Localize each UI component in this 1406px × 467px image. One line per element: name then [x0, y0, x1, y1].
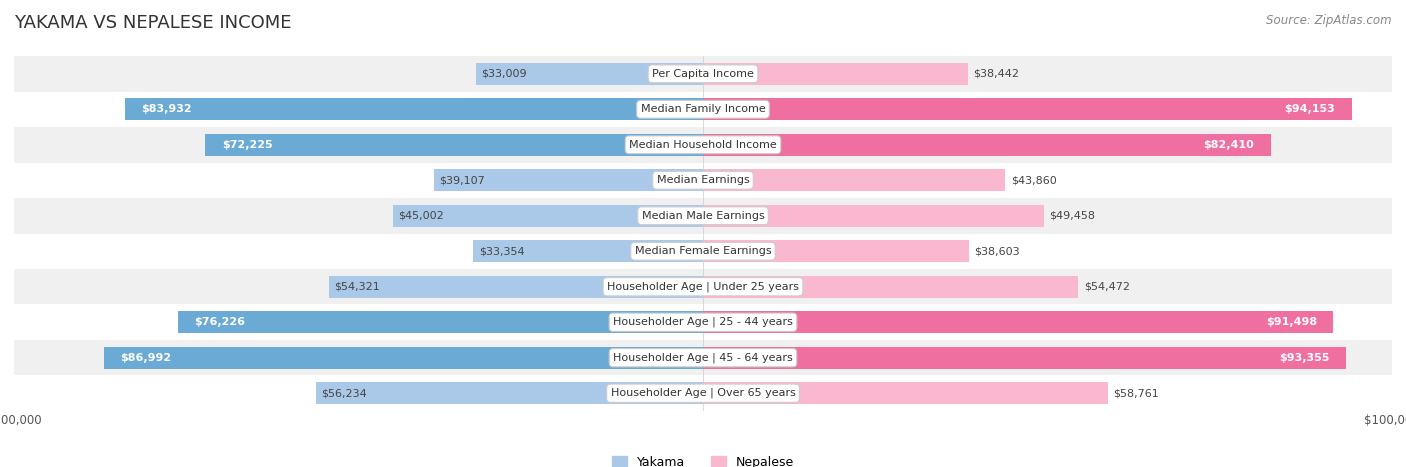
Text: Householder Age | 25 - 44 years: Householder Age | 25 - 44 years — [613, 317, 793, 327]
Text: $76,226: $76,226 — [194, 317, 246, 327]
Bar — [177, 311, 703, 333]
Bar — [14, 92, 1392, 127]
Text: Median Household Income: Median Household Income — [628, 140, 778, 150]
Text: Householder Age | Over 65 years: Householder Age | Over 65 years — [610, 388, 796, 398]
Text: $43,860: $43,860 — [1011, 175, 1056, 185]
Text: Source: ZipAtlas.com: Source: ZipAtlas.com — [1267, 14, 1392, 27]
Bar — [14, 234, 1392, 269]
Bar — [703, 98, 1351, 120]
Text: $91,498: $91,498 — [1265, 317, 1317, 327]
Text: YAKAMA VS NEPALESE INCOME: YAKAMA VS NEPALESE INCOME — [14, 14, 291, 32]
Bar — [14, 340, 1392, 375]
Text: Householder Age | Under 25 years: Householder Age | Under 25 years — [607, 282, 799, 292]
Legend: Yakama, Nepalese: Yakama, Nepalese — [612, 456, 794, 467]
Text: $38,442: $38,442 — [973, 69, 1019, 79]
Bar — [703, 134, 1271, 156]
Bar — [14, 127, 1392, 163]
Text: $72,225: $72,225 — [222, 140, 273, 150]
Bar — [703, 276, 1078, 298]
Bar — [14, 304, 1392, 340]
Text: Median Family Income: Median Family Income — [641, 104, 765, 114]
Bar — [474, 240, 703, 262]
Text: $39,107: $39,107 — [439, 175, 485, 185]
Text: $49,458: $49,458 — [1049, 211, 1095, 221]
Bar — [104, 347, 703, 369]
Text: Householder Age | 45 - 64 years: Householder Age | 45 - 64 years — [613, 353, 793, 363]
Bar — [125, 98, 703, 120]
Text: $33,354: $33,354 — [478, 246, 524, 256]
Text: $54,472: $54,472 — [1084, 282, 1130, 292]
Bar — [703, 169, 1005, 191]
Text: $83,932: $83,932 — [141, 104, 191, 114]
Bar — [14, 56, 1392, 92]
Bar — [475, 63, 703, 85]
Text: $33,009: $33,009 — [481, 69, 527, 79]
Text: Median Female Earnings: Median Female Earnings — [634, 246, 772, 256]
Bar — [392, 205, 703, 227]
Text: $86,992: $86,992 — [120, 353, 172, 363]
Text: Median Male Earnings: Median Male Earnings — [641, 211, 765, 221]
Text: $93,355: $93,355 — [1279, 353, 1330, 363]
Text: $38,603: $38,603 — [974, 246, 1021, 256]
Bar — [703, 382, 1108, 404]
Text: Median Earnings: Median Earnings — [657, 175, 749, 185]
Bar — [433, 169, 703, 191]
Bar — [703, 240, 969, 262]
Text: $82,410: $82,410 — [1204, 140, 1254, 150]
Text: Per Capita Income: Per Capita Income — [652, 69, 754, 79]
Bar — [14, 163, 1392, 198]
Text: $45,002: $45,002 — [398, 211, 444, 221]
Bar — [14, 375, 1392, 411]
Bar — [703, 205, 1043, 227]
Bar — [315, 382, 703, 404]
Bar — [703, 63, 967, 85]
Text: $56,234: $56,234 — [321, 388, 367, 398]
Text: $58,761: $58,761 — [1114, 388, 1159, 398]
Bar — [703, 311, 1333, 333]
Bar — [14, 269, 1392, 304]
Bar — [205, 134, 703, 156]
Text: $94,153: $94,153 — [1284, 104, 1336, 114]
Bar — [329, 276, 703, 298]
Text: $54,321: $54,321 — [335, 282, 380, 292]
Bar — [14, 198, 1392, 234]
Bar — [703, 347, 1346, 369]
